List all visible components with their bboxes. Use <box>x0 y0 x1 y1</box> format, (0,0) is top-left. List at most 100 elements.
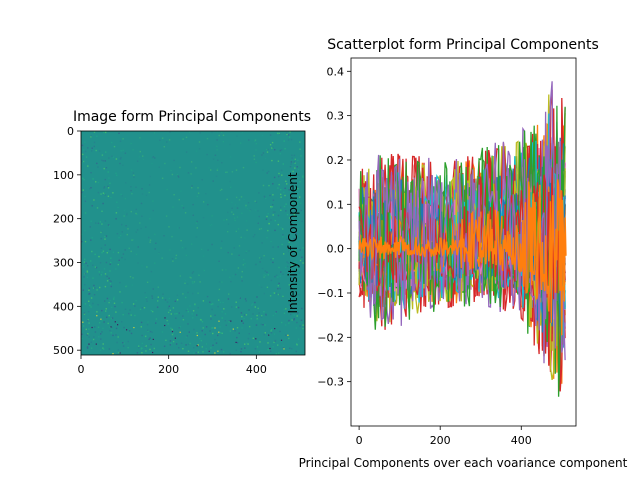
heatmap-pixel <box>273 176 276 179</box>
heatmap-pixel <box>169 344 171 346</box>
heatmap-pixel <box>293 262 296 264</box>
heatmap-pixel <box>270 219 272 221</box>
heatmap-pixel <box>174 337 176 339</box>
heatmap-pixel <box>300 155 302 157</box>
heatmap-pixel <box>266 215 268 218</box>
heatmap-pixel <box>271 141 274 144</box>
heatmap-pixel <box>125 182 127 184</box>
heatmap-pixel <box>274 328 276 330</box>
heatmap-pixel <box>287 134 290 136</box>
heatmap-pixel <box>274 211 276 213</box>
heatmap-pixel <box>193 328 195 331</box>
heatmap-pixel <box>299 259 302 262</box>
heatmap-pixel <box>202 351 204 353</box>
heatmap-pixel <box>300 202 302 204</box>
heatmap-pixel <box>164 299 167 301</box>
heatmap-pixel <box>134 314 136 317</box>
heatmap-pixel <box>241 320 243 322</box>
heatmap-pixel <box>102 160 104 162</box>
heatmap-pixel <box>172 340 175 343</box>
heatmap-pixel <box>167 307 170 309</box>
heatmap-pixel <box>130 314 132 316</box>
heatmap-pixel <box>202 217 205 219</box>
heatmap-pixel <box>282 163 284 165</box>
heatmap-pixel <box>263 276 265 278</box>
heatmap-pixel <box>216 145 218 148</box>
heatmap-pixel <box>187 291 189 294</box>
heatmap-pixel <box>251 303 254 305</box>
heatmap-pixel <box>286 183 288 185</box>
heatmap-pixel <box>200 319 202 321</box>
heatmap-pixel <box>151 295 153 297</box>
heatmap-pixel <box>190 277 192 279</box>
heatmap-pixel <box>298 272 301 274</box>
heatmap-pixel <box>91 147 93 149</box>
heatmap-pixel <box>199 337 201 340</box>
heatmap-pixel <box>287 265 289 268</box>
heatmap-pixel <box>130 169 133 171</box>
heatmap-pixel <box>185 344 187 346</box>
heatmap-pixel <box>278 266 280 269</box>
heatmap-pixel <box>261 267 264 270</box>
heatmap-pixel <box>141 347 143 350</box>
heatmap-pixel <box>231 201 233 203</box>
heatmap-pixel <box>149 241 151 243</box>
heatmap-pixel <box>272 211 275 213</box>
heatmap-pixel <box>287 321 290 323</box>
heatmap-pixel <box>296 166 298 168</box>
heatmap-pixel <box>135 208 137 211</box>
heatmap-pixel <box>104 238 106 240</box>
heatmap-pixel <box>214 352 216 354</box>
heatmap-pixel <box>214 314 216 316</box>
heatmap-pixel <box>88 336 90 338</box>
heatmap-pixel <box>294 250 297 252</box>
heatmap-pixel <box>121 223 123 226</box>
heatmap-pixel <box>113 298 115 300</box>
heatmap-pixel <box>236 336 238 339</box>
heatmap-pixel <box>139 222 141 224</box>
heatmap-pixel <box>283 191 285 193</box>
heatmap-pixel <box>148 184 151 186</box>
heatmap-pixel <box>219 301 222 304</box>
heatmap-pixel <box>265 314 267 316</box>
line-y-axis-label: Intensity of Component <box>286 172 300 313</box>
heatmap-pixel <box>274 219 276 222</box>
heatmap-pixel <box>82 153 84 156</box>
heatmap-pixel <box>119 140 122 142</box>
heatmap-pixel <box>87 311 90 313</box>
heatmap-pixel <box>138 346 140 349</box>
heatmap-pixel <box>103 167 105 170</box>
heatmap-pixel <box>280 339 283 341</box>
heatmap-pixel <box>227 231 229 233</box>
heatmap-pixel <box>268 334 270 336</box>
heatmap-pixel <box>293 161 295 163</box>
heatmap-pixel <box>211 243 213 246</box>
heatmap-pixel <box>157 300 159 302</box>
heatmap-pixel <box>127 228 129 230</box>
heatmap-pixel <box>147 321 149 323</box>
heatmap-pixel <box>167 323 169 325</box>
heatmap-pixel <box>278 132 280 135</box>
heatmap-pixel <box>290 163 292 165</box>
heatmap-pixel <box>232 213 235 215</box>
heatmap-pixel <box>89 226 91 228</box>
heatmap-pixel <box>140 321 143 324</box>
heatmap-pixel <box>238 199 241 201</box>
heatmap-pixel <box>148 338 150 340</box>
heatmap-pixel <box>106 280 109 282</box>
heatmap-pixel <box>263 274 265 276</box>
heatmap-pixel <box>229 330 232 332</box>
heatmap-pixel <box>125 285 127 288</box>
heatmap-pixel <box>254 209 257 211</box>
heatmap-pixel <box>293 314 295 316</box>
heatmap-pixel <box>238 297 241 299</box>
heatmap-pixel <box>171 328 173 331</box>
heatmap-pixel <box>263 292 265 295</box>
heatmap-pixel <box>198 141 201 143</box>
heatmap-pixel <box>206 153 208 156</box>
heatmap-pixel <box>290 313 292 316</box>
heatmap-pixel <box>99 274 101 276</box>
heatmap-pixel <box>296 315 298 317</box>
heatmap-pixel <box>95 266 98 269</box>
heatmap-pixel <box>87 320 89 322</box>
